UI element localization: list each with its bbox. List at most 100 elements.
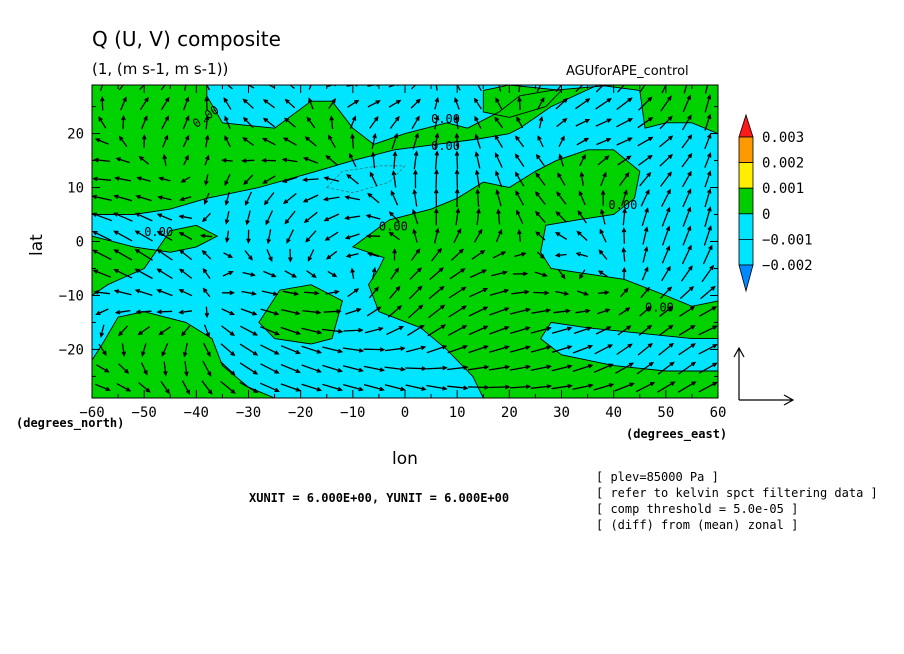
- vector-arrow-470: [517, 96, 522, 110]
- vector-arrow-308: [263, 192, 275, 206]
- vector-arrow-409: [494, 134, 504, 148]
- vector-arrow-480: [99, 85, 104, 92]
- vector-arrow-27: [657, 381, 676, 393]
- vector-arrow-173: [576, 290, 589, 296]
- vector-arrow-253: [365, 233, 381, 239]
- x-unit-label: (degrees_east): [626, 427, 727, 442]
- vector-arrow-433: [369, 115, 379, 129]
- vector-arrow-220: [307, 249, 315, 262]
- vector-arrow-29: [698, 381, 718, 393]
- vector-arrow-20: [509, 384, 532, 390]
- vector-arrow-2: [138, 382, 151, 393]
- vector-arrow-393: [162, 134, 169, 148]
- vector-arrow-15: [405, 384, 427, 391]
- contour-south-mid: [258, 284, 343, 345]
- vector-arrow-249: [286, 229, 294, 244]
- vector-arrow-500: [518, 85, 521, 93]
- vector-arrow-10: [301, 383, 323, 392]
- vector-arrow-487: [244, 85, 255, 89]
- colorbar-band-4: [738, 238, 754, 266]
- vector-arrow-374: [392, 150, 398, 169]
- vector-arrow-443: [575, 118, 591, 127]
- vector-arrow-490: [308, 85, 312, 90]
- vector-arrow-108: [468, 325, 489, 336]
- vector-arrow-390: [94, 138, 109, 145]
- vector-arrow-424: [182, 115, 190, 130]
- vector-arrow-24: [593, 383, 615, 391]
- vector-arrow-184: [178, 268, 193, 279]
- vector-arrow-318: [475, 188, 480, 207]
- vector-arrow-116: [638, 324, 653, 336]
- vector-arrow-286: [434, 207, 439, 226]
- vector-arrow-358: [681, 170, 692, 188]
- vector-arrow-118: [678, 325, 696, 336]
- vector-arrow-266: [642, 226, 649, 245]
- y-tick-label-20: 20: [67, 127, 84, 143]
- vector-arrow-279: [284, 210, 296, 225]
- vector-arrow-431: [329, 115, 334, 129]
- run-label: AGUforAPE_control: [566, 64, 689, 79]
- vector-arrow-263: [576, 230, 588, 241]
- x-tick-label--60: −60: [79, 405, 104, 421]
- vector-arrow-324: [600, 189, 606, 206]
- vector-arrow-447: [659, 115, 673, 130]
- vector-arrow-82: [551, 345, 573, 354]
- vector-arrow-415: [616, 137, 633, 146]
- vector-arrow-199: [491, 270, 508, 277]
- vector-arrow-452: [139, 96, 149, 111]
- vector-arrow-479: [704, 94, 712, 113]
- vector-arrow-182: [134, 268, 153, 280]
- positive-fill-regions: [92, 85, 718, 398]
- vector-arrow-8: [259, 382, 280, 392]
- vector-arrow-101: [321, 328, 344, 334]
- vector-arrow-359: [704, 170, 712, 188]
- vector-arrow-277: [245, 210, 251, 226]
- vector-arrow-460: [308, 97, 314, 110]
- vector-arrow-336: [224, 173, 231, 186]
- vector-arrow-178: [679, 286, 695, 299]
- vector-arrow-79: [489, 345, 510, 353]
- vector-arrow-315: [412, 188, 418, 207]
- vector-arrow-267: [661, 225, 671, 246]
- vector-arrow-185: [202, 267, 211, 279]
- vector-arrow-88: [678, 343, 696, 356]
- vector-arrow-72: [342, 347, 365, 353]
- vector-arrow-223: [366, 252, 380, 258]
- vector-arrow-120: [95, 308, 109, 316]
- vector-arrow-85: [616, 343, 633, 356]
- colorbar-band-3: [738, 213, 754, 240]
- vector-arrow-380: [514, 153, 525, 167]
- vector-arrow-304: [179, 196, 192, 202]
- vector-arrow-197: [449, 268, 466, 280]
- vector-arrow-323: [578, 190, 586, 206]
- vector-arrow-225: [410, 248, 421, 261]
- vector-arrow-61: [121, 343, 127, 357]
- vector-arrow-17: [447, 385, 469, 391]
- vector-arrow-468: [473, 97, 482, 110]
- vector-arrow-347: [454, 168, 460, 189]
- vector-arrow-305: [203, 192, 210, 205]
- vector-arrow-77: [447, 345, 469, 354]
- vector-arrow-343: [369, 171, 378, 187]
- vector-arrow-370: [303, 157, 319, 164]
- vector-arrow-387: [659, 153, 674, 167]
- vector-arrow-51: [530, 364, 552, 372]
- vector-arrow-346: [434, 168, 439, 189]
- vector-arrow-372: [349, 152, 357, 168]
- vector-arrow-417: [659, 135, 674, 148]
- vector-arrow-226: [430, 247, 443, 262]
- vector-arrow-160: [303, 290, 320, 296]
- vector-arrow-98: [259, 326, 280, 336]
- vector-arrow-94: [181, 325, 191, 337]
- vector-arrow-357: [660, 171, 672, 187]
- vector-arrow-331: [114, 176, 132, 182]
- vector-arrow-230: [514, 252, 527, 258]
- vector-arrow-488: [265, 85, 276, 89]
- vector-arrow-5: [201, 380, 213, 395]
- vector-arrow-22: [551, 383, 573, 390]
- vector-arrow-483: [160, 85, 166, 91]
- vector-arrow-137: [448, 305, 467, 318]
- vector-arrow-71: [322, 346, 344, 354]
- vector-arrow-332: [136, 176, 151, 182]
- vector-arrow-449: [704, 113, 712, 131]
